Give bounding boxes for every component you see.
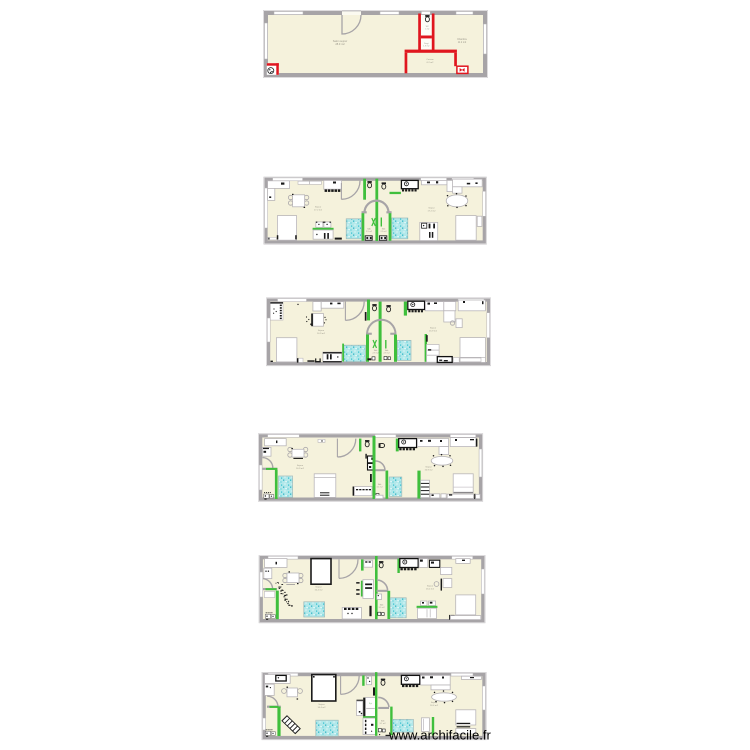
- svg-text:16.9 m2: 16.9 m2: [429, 330, 438, 332]
- svg-text:Sejour: Sejour: [297, 464, 304, 467]
- svg-text:Sejour: Sejour: [428, 207, 435, 210]
- svg-text:Sejour: Sejour: [430, 327, 437, 330]
- svg-text:Sejour: Sejour: [318, 329, 325, 332]
- svg-text:Degt: Degt: [424, 42, 429, 45]
- svg-text:17.2 m2: 17.2 m2: [428, 210, 437, 212]
- svg-text:Sejour: Sejour: [425, 466, 432, 469]
- svg-text:11.2 m2: 11.2 m2: [458, 41, 467, 44]
- svg-text:Sejour: Sejour: [315, 586, 322, 589]
- svg-text:Chambre: Chambre: [457, 38, 468, 41]
- svg-text:Cuisine: Cuisine: [426, 59, 434, 61]
- svg-text:Sdb: Sdb: [380, 605, 384, 607]
- svg-text:16.4 m2: 16.4 m2: [426, 588, 435, 590]
- svg-text:Salon sejour: Salon sejour: [333, 39, 348, 43]
- svg-text:3.1 m2: 3.1 m2: [380, 723, 387, 725]
- svg-text:3.1 m2: 3.1 m2: [376, 487, 383, 489]
- svg-text:Sejour: Sejour: [315, 206, 322, 209]
- svg-text:3.1 m2: 3.1 m2: [378, 607, 385, 609]
- svg-text:WC: WC: [426, 26, 430, 28]
- svg-text:Sdb: Sdb: [367, 229, 371, 231]
- svg-text:2.9 m2: 2.9 m2: [380, 231, 387, 233]
- svg-text:Sejour: Sejour: [427, 585, 434, 588]
- svg-text:Sdb: Sdb: [374, 350, 378, 352]
- svg-text:16.4 m2: 16.4 m2: [318, 707, 327, 709]
- svg-text:Sejour: Sejour: [431, 701, 438, 704]
- svg-text:16.9 m2: 16.9 m2: [317, 333, 326, 335]
- svg-text:16.9 m2: 16.9 m2: [296, 468, 305, 470]
- svg-text:16.4 m2: 16.4 m2: [315, 589, 324, 591]
- svg-text:2.9 m2: 2.9 m2: [372, 353, 379, 355]
- svg-text:2.9 m2: 2.9 m2: [366, 231, 373, 233]
- svg-text:Sdb: Sdb: [385, 350, 389, 352]
- svg-text:16.9 m2: 16.9 m2: [425, 469, 434, 471]
- svg-text:Sdb: Sdb: [382, 229, 386, 231]
- svg-text:www.archifacile.fr: www.archifacile.fr: [388, 728, 492, 743]
- svg-text:28.9 m2: 28.9 m2: [335, 42, 345, 46]
- svg-text:Sejour: Sejour: [318, 703, 325, 706]
- svg-text:16.4 m2: 16.4 m2: [430, 705, 439, 707]
- svg-text:6.2 m2: 6.2 m2: [427, 62, 434, 64]
- svg-text:1.9 m2: 1.9 m2: [423, 46, 430, 48]
- svg-text:Rgt: Rgt: [369, 702, 372, 705]
- svg-text:2.9 m2: 2.9 m2: [383, 353, 390, 355]
- svg-text:1 m2: 1 m2: [425, 28, 429, 30]
- svg-text:Sdb: Sdb: [381, 721, 385, 723]
- svg-text:Sdb: Sdb: [378, 484, 382, 486]
- svg-text:17.2 m2: 17.2 m2: [314, 209, 323, 211]
